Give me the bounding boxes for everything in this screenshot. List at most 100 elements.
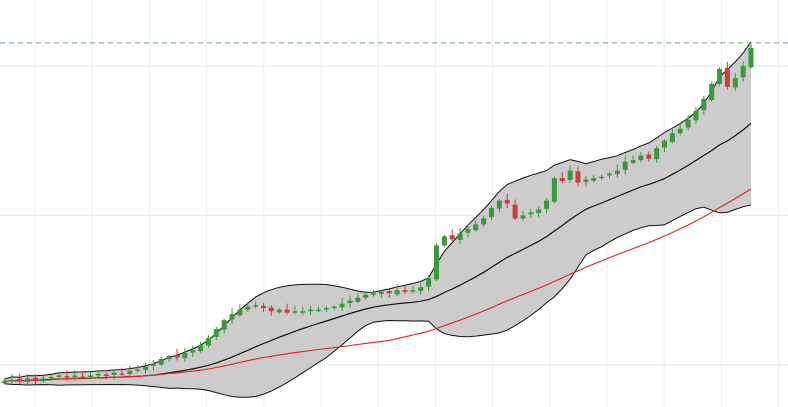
candle-up xyxy=(127,365,133,377)
candle-down xyxy=(119,367,125,376)
candle-up xyxy=(551,176,557,204)
candle-body xyxy=(591,178,597,181)
candle-body xyxy=(748,47,754,68)
candle-up xyxy=(111,370,117,380)
candle-body xyxy=(331,306,337,309)
candle-body xyxy=(717,68,723,84)
lower-band-line xyxy=(3,204,752,398)
candle-body xyxy=(701,98,707,111)
candle-body xyxy=(441,236,447,246)
candle-down xyxy=(17,373,23,385)
candle-body xyxy=(371,293,377,295)
candle-body xyxy=(528,212,534,215)
candle-body xyxy=(245,306,251,310)
candle-body xyxy=(308,309,314,312)
candle-up xyxy=(363,290,369,300)
candle-down xyxy=(268,305,274,316)
candle-down xyxy=(32,374,38,385)
candle-up xyxy=(544,198,550,214)
candle-body xyxy=(221,320,227,330)
candle-up xyxy=(583,175,589,187)
candle-body xyxy=(292,311,298,313)
candle-up xyxy=(221,318,227,334)
candle-body xyxy=(386,291,392,294)
upper-band-line xyxy=(3,41,752,380)
candle-up xyxy=(95,370,101,378)
candle-up xyxy=(465,224,471,238)
candle-up xyxy=(662,139,668,153)
candle-up xyxy=(740,61,746,82)
candle-body xyxy=(551,178,557,202)
candle-body xyxy=(1,381,7,383)
candle-body xyxy=(693,110,699,121)
candle-body xyxy=(56,375,62,377)
candle-up xyxy=(198,341,204,353)
candle-body xyxy=(174,354,180,358)
candle-body xyxy=(355,297,361,302)
candle-body xyxy=(205,338,211,346)
candle-up xyxy=(150,360,156,371)
candle-body xyxy=(127,370,133,374)
candle-body xyxy=(512,204,518,219)
candle-body xyxy=(685,119,691,128)
candle-up xyxy=(669,127,675,144)
candle-body xyxy=(583,179,589,182)
candle-down xyxy=(646,151,652,162)
candle-body xyxy=(190,350,196,353)
candle-up xyxy=(677,123,683,136)
candle-up xyxy=(685,115,691,131)
candle-body xyxy=(559,178,565,182)
candle-up xyxy=(489,205,495,221)
candle-up xyxy=(654,145,660,163)
candle-up xyxy=(394,284,400,296)
candle-body xyxy=(300,311,306,313)
candle-down xyxy=(260,302,266,312)
candle-down xyxy=(402,284,408,294)
candle-body xyxy=(80,376,86,379)
candle-up xyxy=(481,215,487,227)
candle-body xyxy=(253,305,259,307)
candle-body xyxy=(260,305,266,309)
candle-up xyxy=(143,362,149,374)
candle-body xyxy=(402,290,408,292)
candle-up xyxy=(630,155,636,165)
candle-up xyxy=(1,379,7,384)
candle-up xyxy=(732,72,738,92)
candle-down xyxy=(575,166,581,187)
candle-body xyxy=(48,376,54,379)
candle-body xyxy=(606,173,612,176)
candle-body xyxy=(654,148,660,160)
candle-body xyxy=(143,366,149,371)
candle-body xyxy=(489,207,495,218)
candle-up xyxy=(72,370,78,381)
candle-body xyxy=(504,199,510,204)
candle-body xyxy=(622,161,628,171)
candle-body xyxy=(473,224,479,231)
candle-body xyxy=(677,128,683,134)
candle-up xyxy=(426,275,432,292)
candle-body xyxy=(457,233,463,240)
candle-up xyxy=(567,165,573,183)
candle-body xyxy=(276,309,282,313)
candle-up xyxy=(520,210,526,221)
candle-up xyxy=(158,356,164,367)
candle-body xyxy=(182,353,188,359)
candle-up xyxy=(441,234,447,248)
candle-body xyxy=(95,373,101,376)
candle-body xyxy=(32,377,38,380)
candle-body xyxy=(40,378,46,382)
candle-down xyxy=(284,303,290,315)
candle-up xyxy=(9,373,15,384)
candle-up xyxy=(709,81,715,102)
candle-down xyxy=(724,61,730,90)
candle-up xyxy=(371,290,377,297)
candle-up xyxy=(748,44,754,69)
candle-down xyxy=(64,370,70,381)
candle-up xyxy=(347,295,353,308)
candle-body xyxy=(418,287,424,291)
candle-body xyxy=(213,329,219,337)
candle-up xyxy=(135,364,141,373)
candle-body xyxy=(87,375,93,377)
candle-up xyxy=(56,373,62,379)
candle-body xyxy=(284,309,290,313)
